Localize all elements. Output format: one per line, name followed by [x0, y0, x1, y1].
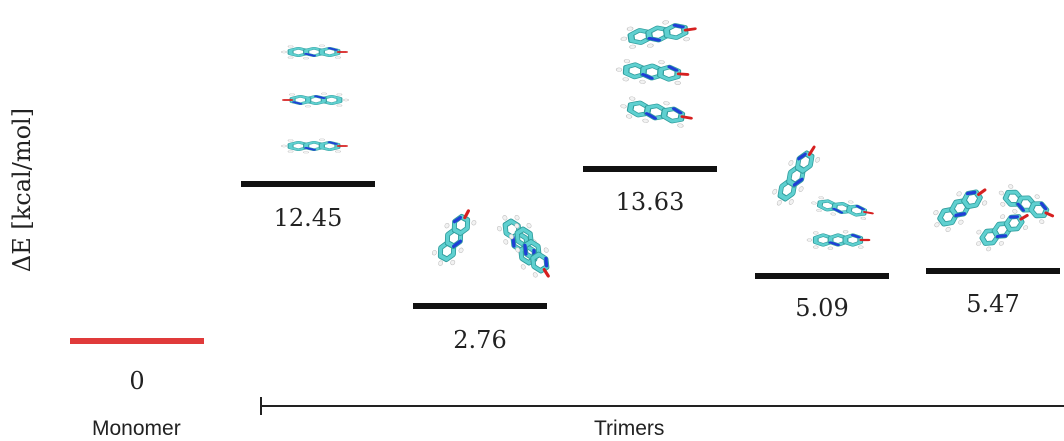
energy-value-trimer-4: 5.09 [795, 294, 849, 322]
energy-level-trimer-1 [241, 181, 375, 187]
energy-level-trimer-2 [413, 303, 547, 309]
energy-value-trimer-3: 13.63 [615, 188, 685, 216]
y-axis-label: ΔE [kcal/mol] [2, 100, 42, 280]
energy-value-monomer: 0 [129, 367, 145, 395]
group-label-trimers: Trimers [594, 417, 665, 440]
energy-level-trimer-5 [926, 268, 1060, 274]
group-label-monomer: Monomer [92, 417, 181, 440]
y-axis-label-text: ΔE [kcal/mol] [8, 107, 36, 273]
energy-level-monomer [70, 338, 204, 344]
trimers-bracket-line [260, 405, 1064, 407]
energy-value-trimer-2: 2.76 [453, 326, 507, 354]
t-shaped-trimer-molecule-icon [772, 145, 874, 250]
energy-level-trimer-3 [583, 166, 717, 172]
planar-trimer-molecule-icon [933, 184, 1055, 252]
offset-stacked-trimer-molecule-icon [615, 20, 697, 128]
stacked-trimer-molecule-icon [281, 44, 349, 154]
trimers-bracket-tick [260, 397, 262, 415]
energy-value-trimer-1: 12.45 [273, 204, 343, 232]
v-shaped-trimer-molecule-icon [431, 209, 550, 278]
energy-value-trimer-5: 5.47 [966, 290, 1020, 318]
energy-level-trimer-4 [755, 273, 889, 279]
